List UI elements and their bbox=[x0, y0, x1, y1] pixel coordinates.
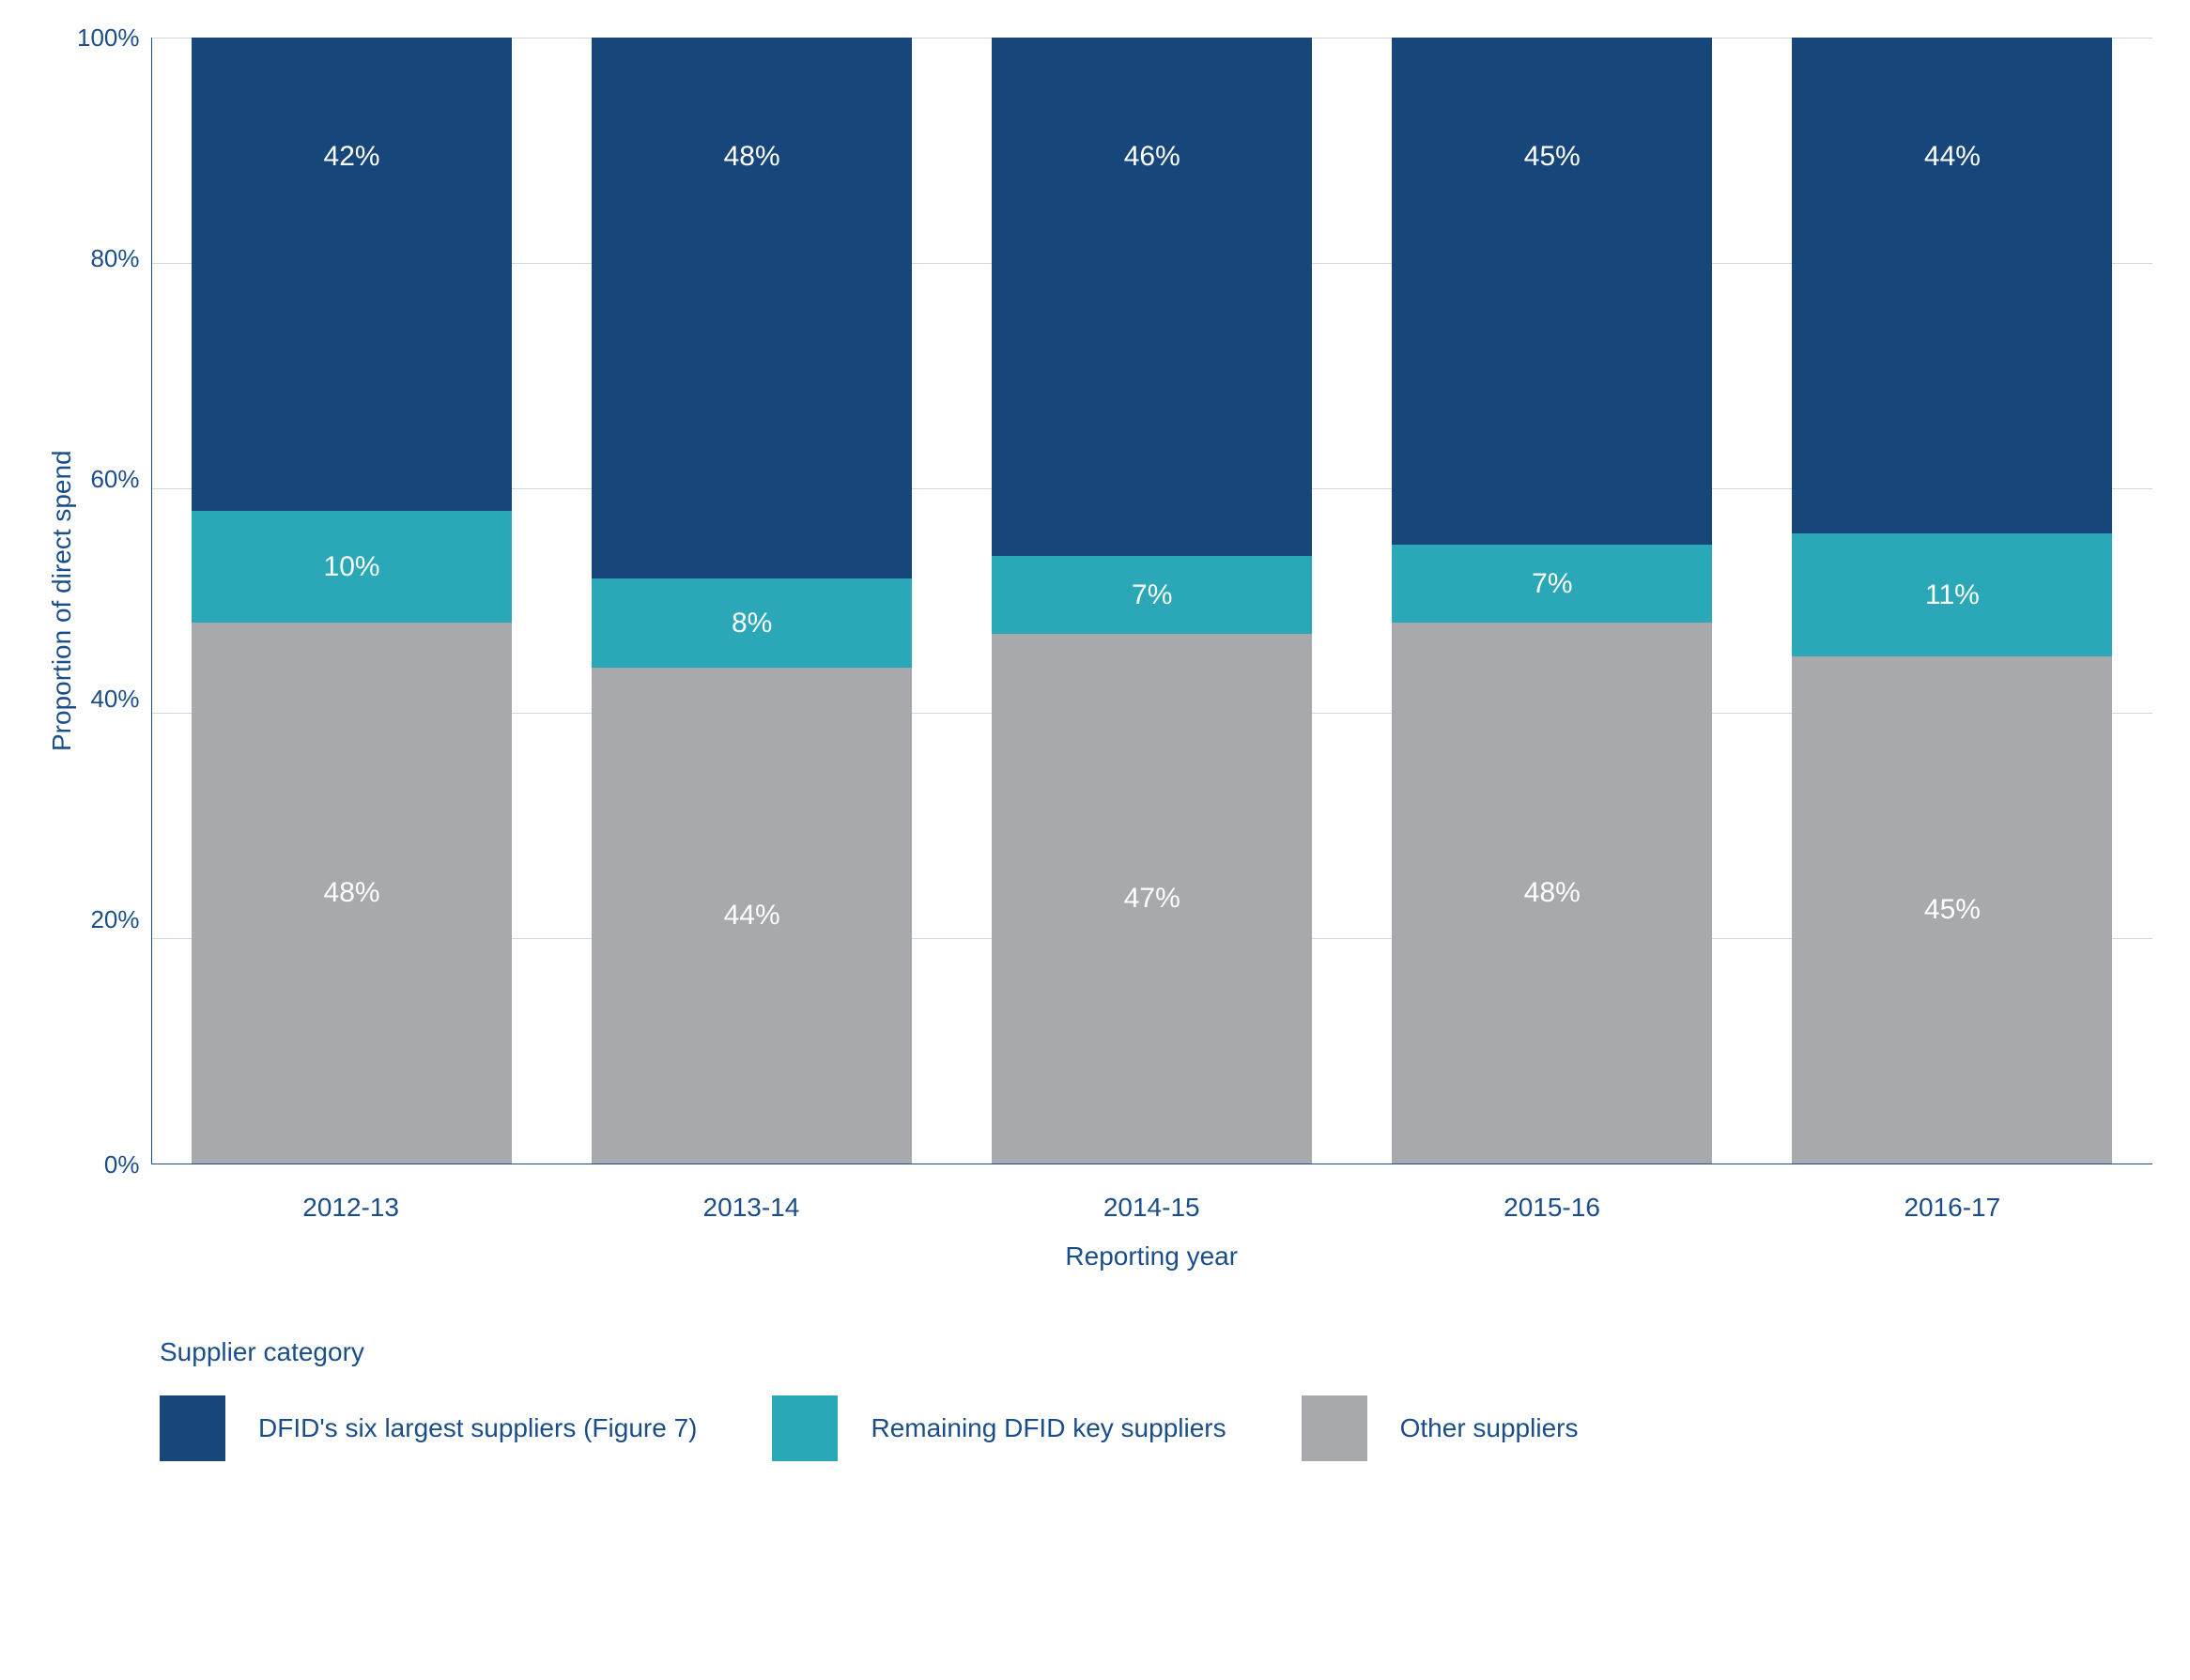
x-axis-label: Reporting year bbox=[151, 1223, 2153, 1272]
bar-segment-remaining_key: 10% bbox=[192, 511, 512, 624]
bar-segment-other: 48% bbox=[192, 623, 512, 1164]
bar-segment-remaining_key: 7% bbox=[992, 556, 1312, 635]
bar-segment-remaining_key: 7% bbox=[1392, 545, 1712, 624]
x-axis-ticks: 2012-13 2013-14 2014-15 2015-16 2016-17 bbox=[151, 1164, 2153, 1223]
legend-swatch bbox=[772, 1395, 838, 1461]
legend-item-other: Other suppliers bbox=[1302, 1395, 1579, 1461]
bar-column: 48%8%44% bbox=[592, 38, 912, 1164]
legend-label: Other suppliers bbox=[1400, 1413, 1579, 1443]
legend-title: Supplier category bbox=[160, 1337, 2152, 1367]
legend-items: DFID's six largest suppliers (Figure 7) R… bbox=[160, 1395, 2152, 1461]
bar-column: 45%7%48% bbox=[1392, 38, 1712, 1164]
bar-column: 44%11%45% bbox=[1792, 38, 2112, 1164]
x-tick: 2013-14 bbox=[591, 1193, 911, 1223]
bar-segment-six_largest: 42% bbox=[192, 38, 512, 511]
bar-segment-six_largest: 48% bbox=[592, 38, 912, 578]
bar-column: 46%7%47% bbox=[992, 38, 1312, 1164]
bars-container: 42%10%48%48%8%44%46%7%47%45%7%48%44%11%4… bbox=[152, 38, 2153, 1164]
bar-segment-six_largest: 45% bbox=[1392, 38, 1712, 545]
bar-column: 42%10%48% bbox=[192, 38, 512, 1164]
bar-segment-other: 45% bbox=[1792, 656, 2112, 1164]
bar-segment-remaining_key: 11% bbox=[1792, 533, 2112, 657]
x-tick: 2012-13 bbox=[191, 1193, 511, 1223]
y-tick: 0% bbox=[104, 1152, 140, 1177]
legend-item-remaining_key: Remaining DFID key suppliers bbox=[772, 1395, 1226, 1461]
y-axis-label: Proportion of direct spend bbox=[38, 38, 77, 1164]
x-tick: 2016-17 bbox=[1792, 1193, 2112, 1223]
bar-segment-six_largest: 44% bbox=[1792, 38, 2112, 533]
bar-segment-remaining_key: 8% bbox=[592, 578, 912, 669]
y-tick: 100% bbox=[77, 25, 140, 50]
bar-segment-other: 44% bbox=[592, 668, 912, 1164]
y-tick: 60% bbox=[90, 467, 139, 491]
y-tick: 20% bbox=[90, 907, 139, 932]
legend: Supplier category DFID's six largest sup… bbox=[160, 1337, 2152, 1461]
stacked-bar-chart: Proportion of direct spend 100% 80% 60% … bbox=[38, 38, 2152, 1461]
y-tick: 40% bbox=[90, 686, 139, 711]
x-tick: 2015-16 bbox=[1392, 1193, 1712, 1223]
y-axis-ticks: 100% 80% 60% 40% 20% 0% bbox=[77, 38, 151, 1164]
plot-area: 42%10%48%48%8%44%46%7%47%45%7%48%44%11%4… bbox=[151, 38, 2153, 1164]
y-tick: 80% bbox=[90, 246, 139, 270]
legend-swatch bbox=[160, 1395, 225, 1461]
legend-label: Remaining DFID key suppliers bbox=[871, 1413, 1226, 1443]
legend-swatch bbox=[1302, 1395, 1367, 1461]
legend-item-six_largest: DFID's six largest suppliers (Figure 7) bbox=[160, 1395, 697, 1461]
legend-label: DFID's six largest suppliers (Figure 7) bbox=[258, 1413, 697, 1443]
bar-segment-other: 48% bbox=[1392, 623, 1712, 1164]
x-tick: 2014-15 bbox=[992, 1193, 1312, 1223]
bar-segment-six_largest: 46% bbox=[992, 38, 1312, 556]
bar-segment-other: 47% bbox=[992, 634, 1312, 1164]
